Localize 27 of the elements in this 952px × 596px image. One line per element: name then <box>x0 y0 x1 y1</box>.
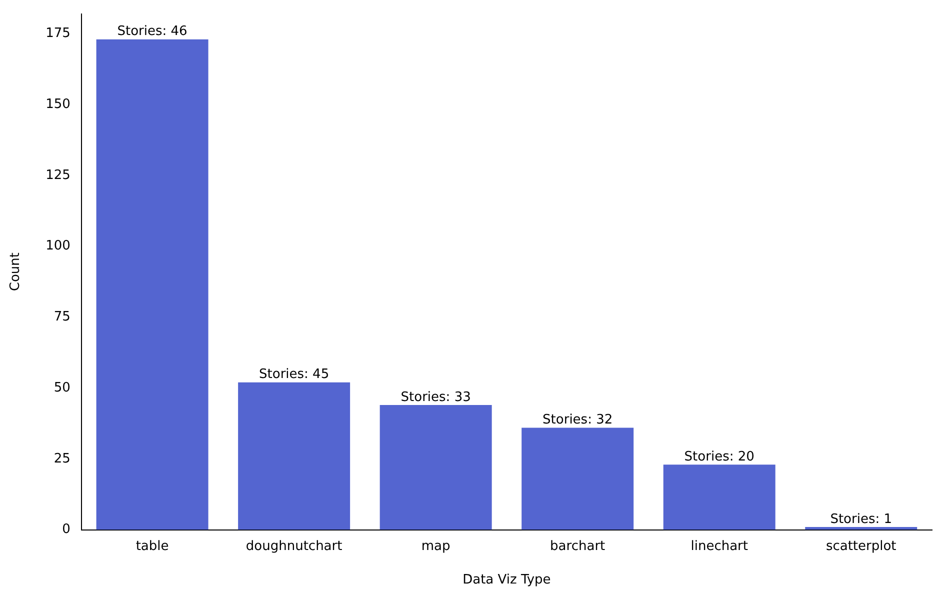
bar <box>380 405 492 530</box>
bar <box>663 464 776 530</box>
y-tick-label: 75 <box>54 310 70 325</box>
x-tick-label: scatterplot <box>826 538 896 554</box>
annotation: Stories: 33 <box>400 390 471 405</box>
y-tick-label: 25 <box>54 451 70 466</box>
annotation: Stories: 1 <box>830 512 892 527</box>
bar <box>96 39 208 530</box>
y-tick-label: 150 <box>46 96 70 112</box>
x-tick-label: doughnutchart <box>246 538 342 554</box>
bar <box>522 428 634 530</box>
x-tick-label: linechart <box>690 538 748 554</box>
annotation: Stories: 45 <box>259 367 330 382</box>
x-tick-label: barchart <box>550 538 606 554</box>
annotation: Stories: 46 <box>117 24 188 40</box>
y-tick-label: 100 <box>46 238 70 254</box>
y-tick-label: 50 <box>54 380 70 396</box>
y-axis-title: Count <box>8 252 24 292</box>
x-axis-title: Data Viz Type <box>462 572 551 588</box>
x-tick-label: map <box>421 538 450 554</box>
y-tick-label: 175 <box>46 26 70 42</box>
y-tick-label: 125 <box>46 168 70 183</box>
annotation: Stories: 32 <box>542 412 613 428</box>
x-tick-label: table <box>136 538 169 554</box>
annotation: Stories: 20 <box>684 449 754 464</box>
bar <box>238 382 350 530</box>
y-tick-label: 0 <box>62 522 70 538</box>
